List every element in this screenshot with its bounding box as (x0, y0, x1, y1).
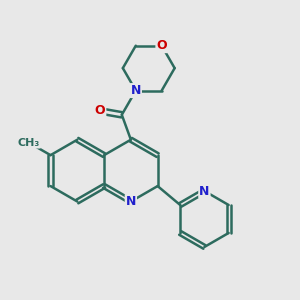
Text: N: N (126, 195, 136, 208)
Text: O: O (156, 39, 167, 52)
Text: CH₃: CH₃ (18, 138, 40, 148)
Text: O: O (95, 104, 105, 118)
Text: N: N (130, 84, 141, 97)
Text: N: N (199, 184, 210, 197)
